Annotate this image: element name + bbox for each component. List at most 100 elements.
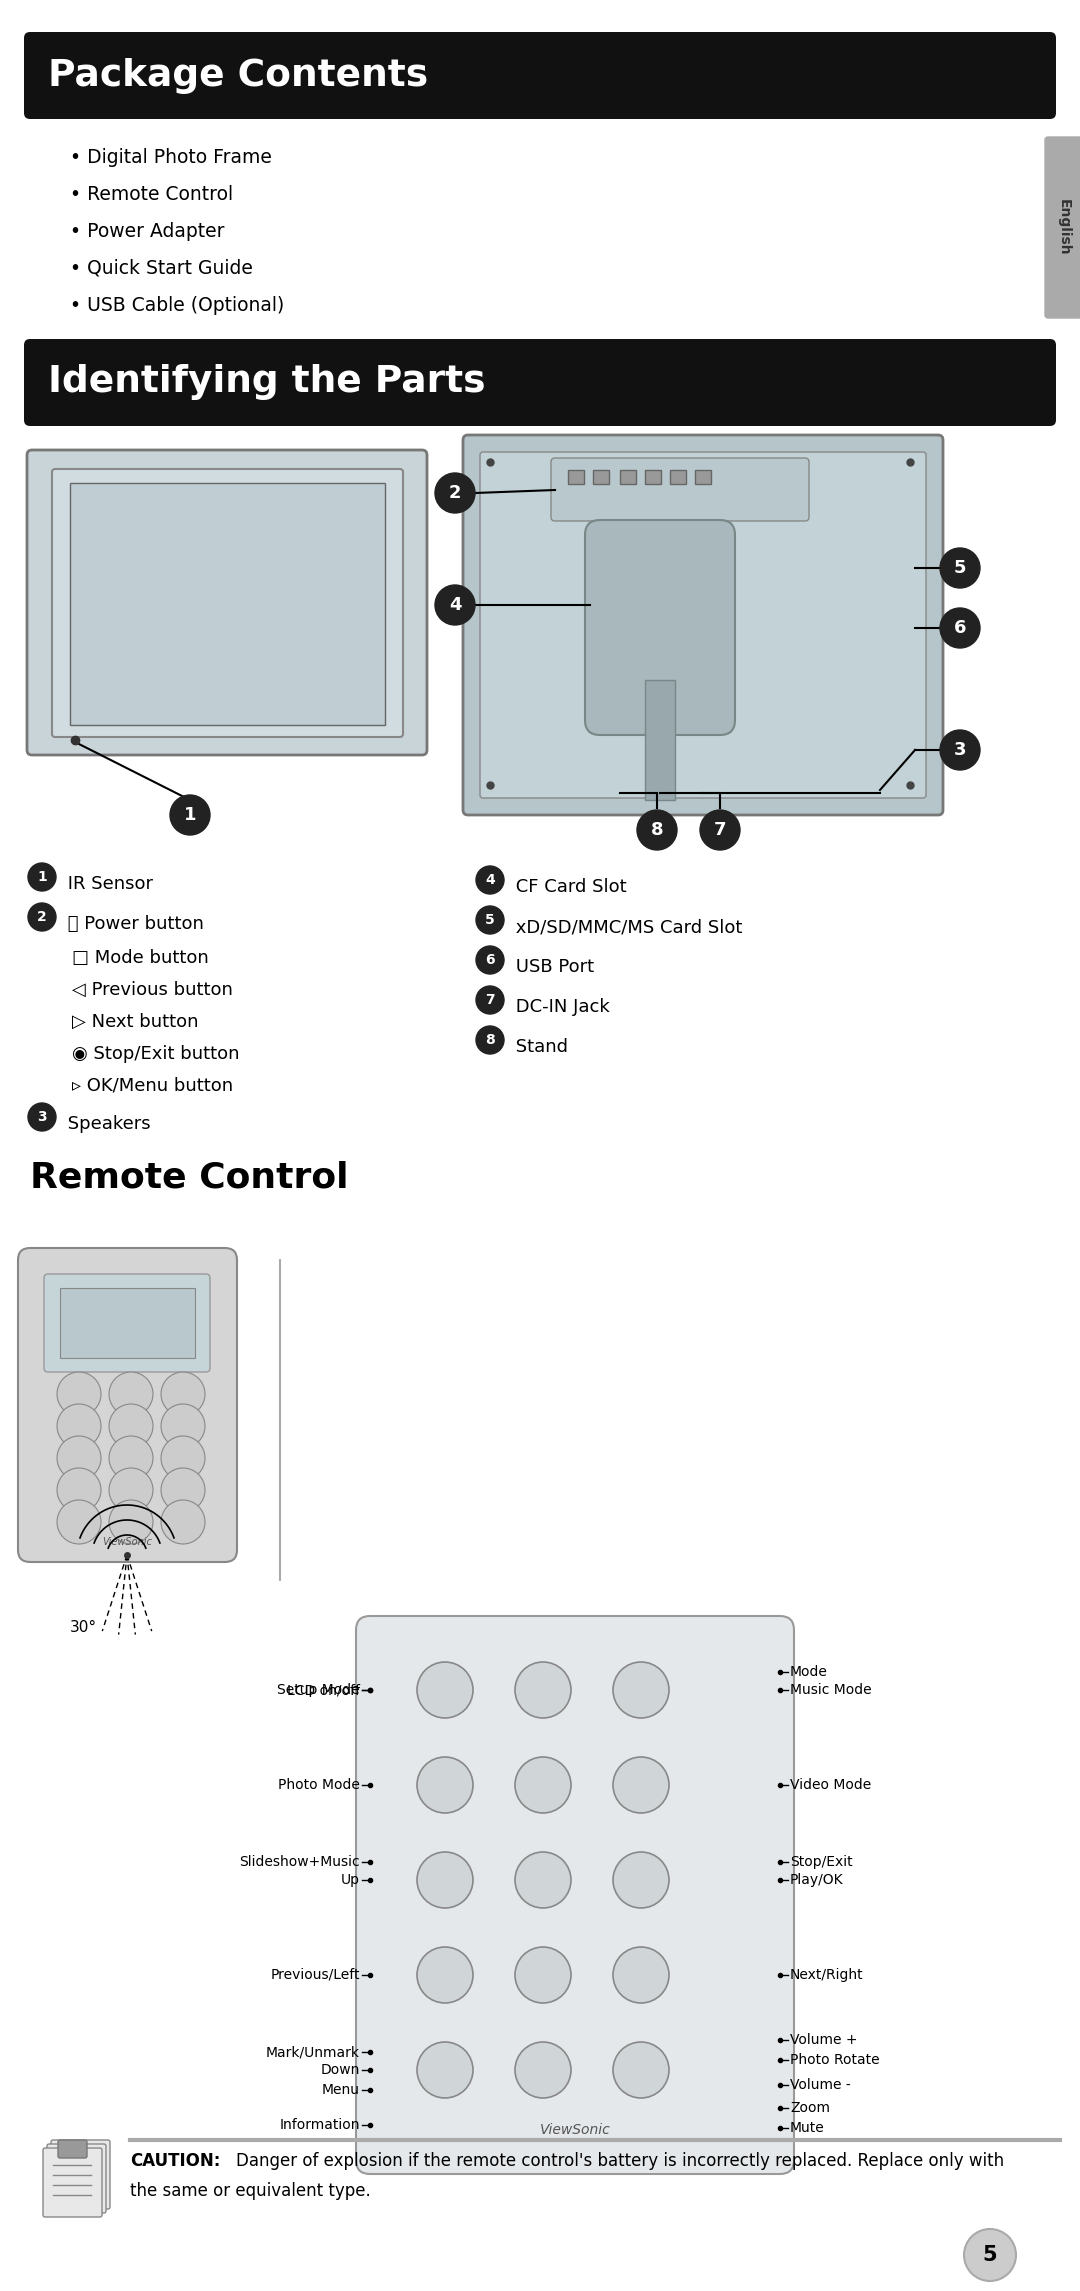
Circle shape <box>700 811 740 850</box>
Text: ▹ OK/Menu button: ▹ OK/Menu button <box>72 1077 233 1095</box>
FancyBboxPatch shape <box>161 1372 205 1416</box>
Text: 6: 6 <box>485 953 495 967</box>
FancyBboxPatch shape <box>161 1436 205 1480</box>
Circle shape <box>476 905 504 935</box>
Text: Down: Down <box>321 2062 360 2078</box>
FancyBboxPatch shape <box>161 1501 205 1544</box>
Circle shape <box>28 864 56 891</box>
Bar <box>670 470 686 483</box>
Bar <box>593 470 609 483</box>
Text: 30°: 30° <box>70 1620 97 1636</box>
Circle shape <box>613 1757 669 1812</box>
Circle shape <box>28 903 56 930</box>
FancyBboxPatch shape <box>109 1469 153 1512</box>
FancyBboxPatch shape <box>57 1404 102 1448</box>
Bar <box>70 483 384 724</box>
Text: 7: 7 <box>714 820 726 839</box>
Text: xD/SD/MMC/MS Card Slot: xD/SD/MMC/MS Card Slot <box>510 919 742 937</box>
Text: □ Mode button: □ Mode button <box>72 948 208 967</box>
FancyBboxPatch shape <box>24 339 1056 426</box>
Circle shape <box>515 1947 571 2002</box>
Text: Previous/Left: Previous/Left <box>270 1968 360 1982</box>
Circle shape <box>435 472 475 513</box>
FancyBboxPatch shape <box>463 435 943 816</box>
Circle shape <box>613 1851 669 1908</box>
FancyBboxPatch shape <box>356 1615 794 2174</box>
Text: Menu: Menu <box>322 2083 360 2096</box>
FancyBboxPatch shape <box>57 1372 102 1416</box>
Text: 4: 4 <box>449 596 461 614</box>
Text: Volume +: Volume + <box>789 2032 858 2046</box>
Text: Setup Mode: Setup Mode <box>278 1684 360 1698</box>
Circle shape <box>476 1026 504 1054</box>
Text: 2: 2 <box>449 483 461 502</box>
Text: LCD on/off: LCD on/off <box>287 1684 360 1698</box>
Bar <box>645 680 675 800</box>
Text: Slideshow+Music: Slideshow+Music <box>240 1856 360 1869</box>
Circle shape <box>417 1851 473 1908</box>
Text: 2: 2 <box>37 910 46 923</box>
Text: Stop/Exit: Stop/Exit <box>789 1856 852 1869</box>
Circle shape <box>435 584 475 625</box>
Circle shape <box>476 866 504 893</box>
Circle shape <box>476 985 504 1015</box>
Text: Stand: Stand <box>510 1038 568 1056</box>
Text: Next/Right: Next/Right <box>789 1968 864 1982</box>
Text: Mark/Unmark: Mark/Unmark <box>266 2046 360 2060</box>
Circle shape <box>940 731 980 770</box>
Text: English: English <box>1057 199 1071 254</box>
Text: Danger of explosion if the remote control's battery is incorrectly replaced. Rep: Danger of explosion if the remote contro… <box>237 2151 1004 2170</box>
Circle shape <box>613 1947 669 2002</box>
Text: • Remote Control: • Remote Control <box>70 186 233 204</box>
FancyBboxPatch shape <box>43 2149 102 2218</box>
Text: 3: 3 <box>954 740 967 758</box>
Text: CAUTION:: CAUTION: <box>130 2151 220 2170</box>
Text: Photo Rotate: Photo Rotate <box>789 2053 879 2066</box>
Text: Identifying the Parts: Identifying the Parts <box>48 364 486 401</box>
Circle shape <box>964 2229 1016 2282</box>
Circle shape <box>417 1661 473 1718</box>
Circle shape <box>515 2041 571 2099</box>
Text: Video Mode: Video Mode <box>789 1778 872 1792</box>
Bar <box>60 1288 195 1359</box>
FancyBboxPatch shape <box>52 470 403 738</box>
Text: • Quick Start Guide: • Quick Start Guide <box>70 259 253 277</box>
Text: Up: Up <box>341 1874 360 1888</box>
Text: 4: 4 <box>485 873 495 887</box>
FancyBboxPatch shape <box>109 1372 153 1416</box>
Text: Speakers: Speakers <box>62 1116 150 1134</box>
FancyBboxPatch shape <box>57 1501 102 1544</box>
Text: • Power Adapter: • Power Adapter <box>70 222 225 241</box>
FancyBboxPatch shape <box>27 449 427 756</box>
Text: 5: 5 <box>954 559 967 577</box>
Text: ▷ Next button: ▷ Next button <box>72 1013 199 1031</box>
Circle shape <box>940 607 980 648</box>
FancyBboxPatch shape <box>109 1501 153 1544</box>
FancyBboxPatch shape <box>24 32 1056 119</box>
Text: • USB Cable (Optional): • USB Cable (Optional) <box>70 296 284 314</box>
Text: 6: 6 <box>954 619 967 637</box>
Bar <box>645 470 661 483</box>
Text: 3: 3 <box>37 1111 46 1125</box>
Circle shape <box>515 1851 571 1908</box>
Bar <box>568 470 584 483</box>
FancyBboxPatch shape <box>109 1436 153 1480</box>
Text: ViewSonic: ViewSonic <box>103 1537 152 1546</box>
Text: Package Contents: Package Contents <box>48 57 428 94</box>
Text: Music Mode: Music Mode <box>789 1684 872 1698</box>
Text: 8: 8 <box>650 820 663 839</box>
Text: USB Port: USB Port <box>510 958 594 976</box>
Text: 1: 1 <box>184 806 197 825</box>
Text: Volume -: Volume - <box>789 2078 851 2092</box>
Circle shape <box>417 1947 473 2002</box>
FancyBboxPatch shape <box>57 1436 102 1480</box>
FancyBboxPatch shape <box>161 1469 205 1512</box>
Text: the same or equivalent type.: the same or equivalent type. <box>130 2181 370 2199</box>
Text: Information: Information <box>280 2117 360 2133</box>
Text: Mode: Mode <box>789 1666 828 1679</box>
Circle shape <box>476 946 504 974</box>
FancyBboxPatch shape <box>551 458 809 520</box>
Bar <box>620 470 636 483</box>
Text: Play/OK: Play/OK <box>789 1874 843 1888</box>
Circle shape <box>28 1102 56 1132</box>
